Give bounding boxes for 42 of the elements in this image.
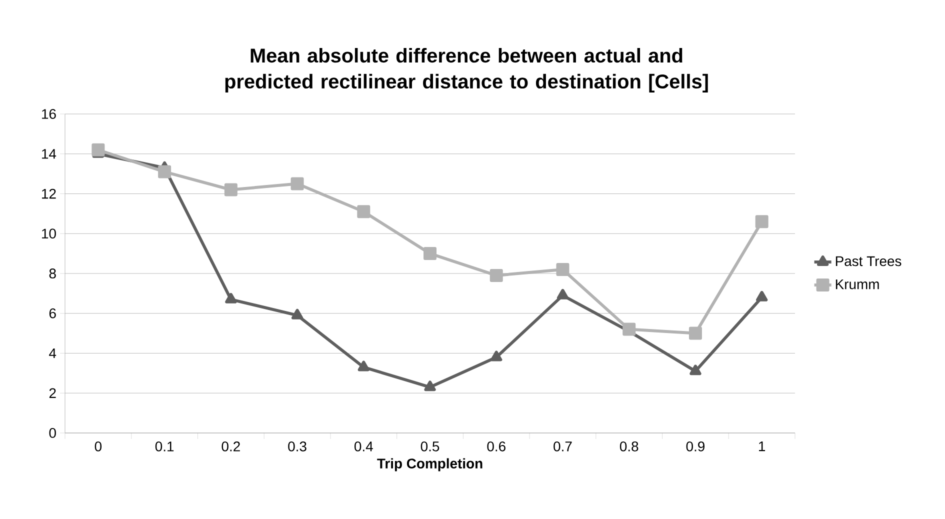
x-tick-label: 0.6	[487, 441, 506, 452]
point	[490, 268, 503, 282]
y-tick-label: 2	[49, 388, 56, 398]
y-tick-label: 4	[49, 348, 56, 358]
x-tick-label: 0.7	[554, 441, 572, 452]
y-tick-label: 0	[49, 428, 56, 438]
point	[290, 177, 304, 190]
point	[756, 290, 768, 302]
point	[424, 380, 436, 392]
point	[224, 183, 238, 196]
legend-label: Krumm	[836, 279, 879, 290]
x-axis-title: Trip Completion	[377, 458, 482, 472]
point	[358, 360, 370, 372]
y-tick-label: 14	[42, 149, 56, 159]
point	[291, 308, 304, 320]
y-tick-label: 16	[42, 109, 56, 119]
point	[556, 288, 569, 300]
point	[755, 215, 768, 228]
x-tick-label: 0.9	[686, 441, 704, 452]
legend-label: Past Trees	[836, 256, 902, 266]
x-tick-label: 1	[759, 442, 766, 452]
x-tick-label: 0.4	[354, 441, 373, 452]
point	[688, 326, 702, 340]
point	[490, 350, 502, 362]
point	[424, 247, 437, 260]
x-tick-label: 0.5	[420, 441, 440, 452]
y-tick-label: 12	[42, 188, 56, 199]
x-tick-label: 0	[94, 441, 102, 452]
point	[556, 262, 570, 276]
x-tick-label: 0.2	[222, 441, 240, 452]
point	[357, 205, 370, 218]
y-tick-label: 6	[49, 308, 56, 318]
x-tick-label: 0.8	[620, 441, 638, 452]
x-tick-label: 0.3	[288, 441, 306, 452]
x-tick-label: 0.1	[155, 441, 174, 452]
point	[225, 292, 237, 304]
y-tick-label: 8	[49, 268, 56, 278]
chart-title: Mean absolute difference between actual and predicted rectilinear distance to destination [Cells]	[225, 48, 708, 92]
point	[158, 165, 172, 178]
y-tick-label: 10	[42, 228, 56, 239]
point	[92, 143, 105, 156]
point	[690, 364, 702, 376]
